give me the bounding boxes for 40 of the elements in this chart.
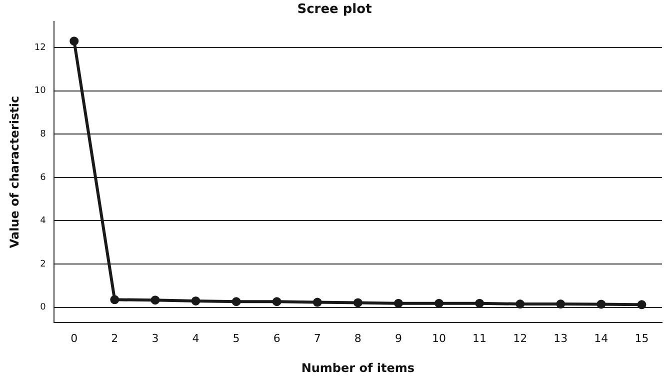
point: [70, 36, 79, 46]
x-axis-title: Number of items: [301, 360, 415, 375]
y-tick-label: 4: [40, 216, 46, 226]
point: [191, 296, 200, 306]
y-axis-title: Value of characteristic: [7, 96, 22, 248]
x-tick-label: 13: [554, 332, 568, 345]
y-tick-label: 12: [34, 42, 46, 53]
x-tick-label: 14: [594, 332, 608, 345]
point: [434, 298, 444, 308]
x-tick-label: 15: [634, 332, 649, 345]
point: [353, 298, 362, 308]
x-tick-label: 2: [111, 332, 118, 345]
x-tick-label: 9: [394, 332, 402, 345]
point: [516, 300, 525, 309]
x-tick-label: 11: [472, 332, 487, 345]
x-tick-label: 8: [354, 332, 362, 345]
x-tick-label: 3: [152, 332, 159, 345]
y-tick-label: 6: [40, 172, 46, 183]
y-tick-label: 2: [40, 259, 46, 270]
y-tick-label: 10: [34, 86, 46, 96]
point: [110, 295, 120, 304]
point: [556, 300, 566, 309]
point: [475, 298, 484, 308]
point: [596, 300, 606, 309]
point: [312, 298, 322, 307]
x-tick-label: 5: [232, 332, 240, 345]
point: [232, 297, 241, 306]
point: [637, 300, 646, 310]
x-tick-label: 7: [314, 332, 321, 345]
y-tick-label: 0: [40, 302, 46, 313]
chart-title: Scree plot: [297, 2, 372, 18]
x-tick-label: 4: [192, 332, 200, 345]
point: [272, 297, 282, 306]
point: [394, 298, 403, 308]
point: [150, 296, 160, 305]
x-tick-label: 0: [70, 332, 78, 345]
x-tick-label: 10: [432, 332, 446, 345]
x-tick-label: 12: [513, 332, 528, 345]
x-tick-label: 6: [273, 332, 280, 345]
y-tick-label: 8: [40, 129, 46, 140]
